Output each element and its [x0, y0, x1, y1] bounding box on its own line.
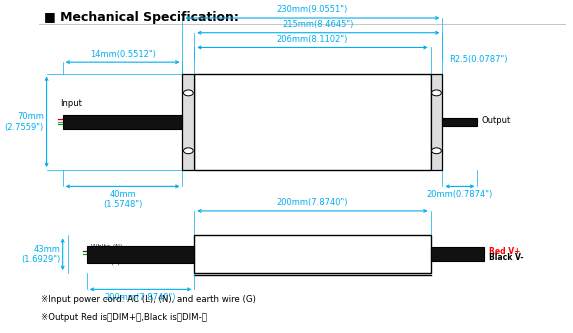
- Circle shape: [431, 148, 441, 154]
- Circle shape: [183, 148, 193, 154]
- Text: White (N): White (N): [91, 243, 123, 250]
- Text: Black V-: Black V-: [489, 253, 523, 262]
- Text: 200mm(7.8740"): 200mm(7.8740"): [105, 293, 176, 302]
- Text: 200mm(7.8740"): 200mm(7.8740"): [277, 198, 348, 207]
- Circle shape: [183, 90, 193, 96]
- Circle shape: [431, 90, 441, 96]
- Bar: [62, 115, 182, 129]
- Text: R2.5(0.0787"): R2.5(0.0787"): [449, 55, 507, 64]
- Text: Input: Input: [60, 99, 82, 108]
- Text: Black (L): Black (L): [91, 259, 120, 265]
- Bar: [430, 74, 442, 170]
- Text: Red V+: Red V+: [489, 247, 520, 256]
- Bar: [182, 74, 194, 170]
- Text: Green ↓: Green ↓: [91, 251, 119, 257]
- Text: 215mm(8.4645"): 215mm(8.4645"): [282, 20, 354, 29]
- Text: 43mm
(1.6929"): 43mm (1.6929"): [21, 244, 60, 264]
- Text: 206mm(8.1102"): 206mm(8.1102"): [277, 35, 348, 44]
- Bar: [430, 247, 484, 261]
- Bar: [87, 246, 194, 263]
- Text: ■ Mechanical Specification:: ■ Mechanical Specification:: [44, 12, 239, 25]
- Text: Output: Output: [481, 116, 511, 125]
- Bar: [442, 118, 477, 126]
- Bar: [194, 74, 430, 170]
- Text: 70mm
(2.7559"): 70mm (2.7559"): [5, 112, 44, 132]
- Text: 14mm(0.5512"): 14mm(0.5512"): [89, 50, 155, 59]
- Text: ※Input power cord: AC (L), (N), and earth wire (G): ※Input power cord: AC (L), (N), and eart…: [41, 295, 256, 304]
- Text: 230mm(9.0551"): 230mm(9.0551"): [277, 5, 348, 14]
- Bar: [194, 235, 430, 273]
- Text: 40mm
(1.5748"): 40mm (1.5748"): [103, 190, 142, 209]
- Text: 20mm(0.7874"): 20mm(0.7874"): [427, 190, 493, 199]
- Text: ※Output Red is（DIM+）,Black is（DIM-）: ※Output Red is（DIM+）,Black is（DIM-）: [41, 313, 207, 322]
